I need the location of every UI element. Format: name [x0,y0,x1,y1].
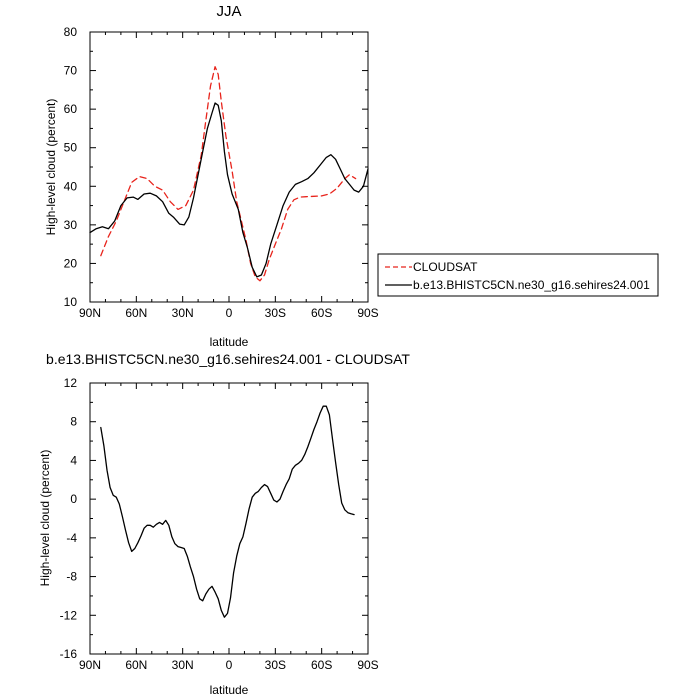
bottom-x-tick-label: 90N [79,658,101,672]
bottom-chart-title: b.e13.BHISTC5CN.ne30_g16.sehires24.001 -… [46,351,410,367]
bottom-chart-panel: b.e13.BHISTC5CN.ne30_g16.sehires24.001 -… [38,351,410,697]
top-y-tick-label: 30 [64,218,78,232]
top-x-tick-label: 90S [357,306,378,320]
top-x-tick-label: 60S [311,306,332,320]
top-chart-xlabel: latitude [210,335,249,349]
top-y-tick-label: 70 [64,64,78,78]
top-y-tick-label: 60 [64,102,78,116]
bottom-y-tick-label: -8 [66,570,77,584]
top-plot-frame [89,31,369,303]
top-y-tick-label: 80 [64,25,78,39]
top-chart-ylabel: High-level cloud (percent) [44,99,58,236]
top-y-tick-label: 10 [64,295,78,309]
bottom-series-line-0 [100,405,355,618]
legend-label-model: b.e13.BHISTC5CN.ne30_g16.sehires24.001 [413,278,650,292]
top-x-tick-label: 0 [226,306,233,320]
top-x-tick-label: 30N [172,306,194,320]
top-chart-legend: CLOUDSAT b.e13.BHISTC5CN.ne30_g16.sehire… [377,253,659,297]
top-x-tick-label: 90N [79,306,101,320]
top-chart-title: JJA [216,3,241,20]
bottom-x-tick-label: 30N [172,658,194,672]
bottom-x-tick-label: 90S [357,658,378,672]
top-series-line-0 [100,66,357,282]
top-chart-panel: JJA latitude High-level cloud (percent) … [44,3,379,349]
bottom-x-tick-label: 60S [311,658,332,672]
top-series-line-1 [89,102,369,278]
legend-frame [377,253,659,297]
bottom-y-tick-label: -12 [60,608,78,622]
bottom-x-tick-label: 30S [265,658,286,672]
bottom-chart-xlabel: latitude [210,683,249,697]
bottom-y-tick-label: -16 [60,647,78,661]
bottom-x-tick-label: 60N [125,658,147,672]
bottom-y-tick-label: -4 [66,531,77,545]
legend-label-cloudsat: CLOUDSAT [413,260,478,274]
top-x-tick-label: 60N [125,306,147,320]
bottom-plot-frame [89,382,369,655]
top-y-tick-label: 20 [64,256,78,270]
top-y-tick-label: 50 [64,141,78,155]
bottom-y-tick-label: 0 [70,492,77,506]
bottom-y-tick-label: 4 [70,453,77,467]
bottom-x-tick-label: 0 [226,658,233,672]
bottom-y-tick-label: 8 [70,415,77,429]
top-y-tick-label: 40 [64,179,78,193]
bottom-y-tick-label: 12 [64,376,78,390]
top-x-tick-label: 30S [265,306,286,320]
bottom-chart-ylabel: High-level cloud (percent) [38,450,52,587]
